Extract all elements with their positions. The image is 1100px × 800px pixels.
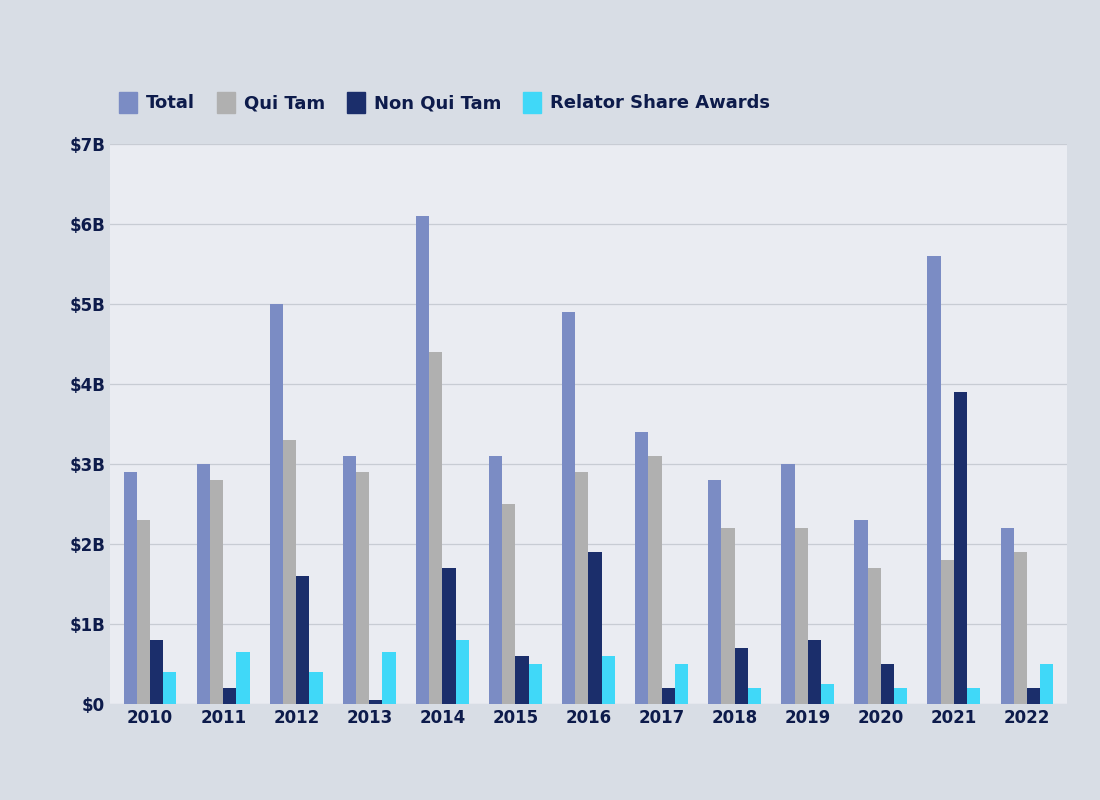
Bar [940,560,954,704]
Bar [296,576,309,704]
Bar [223,688,236,704]
Bar [490,456,503,704]
Bar [636,432,648,704]
Bar [881,664,894,704]
Bar [575,472,589,704]
Bar [442,568,455,704]
Bar [562,312,575,704]
Bar [529,664,541,704]
Bar [807,640,821,704]
Bar [429,352,442,704]
Bar [722,528,735,704]
Bar [1001,528,1014,704]
Bar [661,688,674,704]
Bar [503,504,516,704]
Bar [383,652,396,704]
Bar [821,684,834,704]
Bar [124,472,138,704]
Bar [674,664,688,704]
Bar [1026,688,1039,704]
Bar [588,552,602,704]
Bar [283,440,296,704]
Bar [416,216,429,704]
Bar [516,656,529,704]
Bar [309,672,322,704]
Bar [1014,552,1026,704]
Bar [868,568,881,704]
Bar [781,464,794,704]
Bar [138,520,151,704]
Bar [927,256,940,704]
Bar [236,652,250,704]
Legend: Total, Qui Tam, Non Qui Tam, Relator Share Awards: Total, Qui Tam, Non Qui Tam, Relator Sha… [119,92,770,113]
Bar [370,700,383,704]
Bar [708,480,722,704]
Bar [954,392,967,704]
Bar [151,640,163,704]
Bar [735,648,748,704]
Bar [967,688,980,704]
Bar [455,640,469,704]
Bar [748,688,761,704]
Bar [343,456,356,704]
Bar [163,672,176,704]
Bar [210,480,223,704]
Bar [855,520,868,704]
Bar [197,464,210,704]
Bar [602,656,615,704]
Bar [894,688,908,704]
Bar [648,456,661,704]
Bar [794,528,807,704]
Bar [1040,664,1053,704]
Bar [356,472,370,704]
Bar [270,304,283,704]
